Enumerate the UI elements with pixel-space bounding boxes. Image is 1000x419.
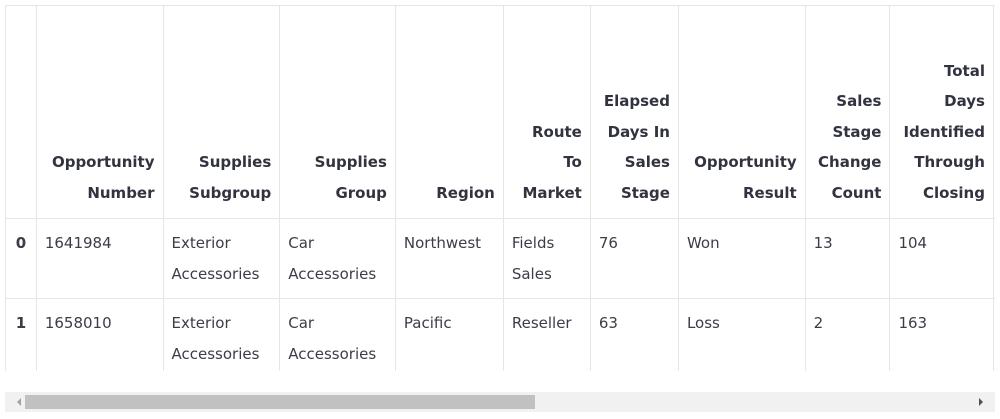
table-cell: 104 — [889, 218, 994, 299]
table-cell: Fields Sales — [502, 218, 591, 299]
table-body: 0 1641984 Exterior Accessories Car Accessor… — [5, 218, 995, 371]
table-cell: Loss — [677, 298, 806, 371]
column-header: Opportunity Result — [677, 5, 806, 219]
table-container: Opportunity Number Supplies Subgroup Suppl… — [5, 5, 995, 371]
column-header: Elapsed Days In Sales Stage — [589, 5, 679, 219]
scroll-left-arrow[interactable] — [17, 398, 21, 406]
header-row: Opportunity Number Supplies Subgroup Suppl… — [5, 5, 995, 219]
column-header: Supplies Group — [279, 5, 396, 219]
table-cell: 163 — [889, 298, 994, 371]
table-cell: Northwest — [394, 218, 504, 299]
scroll-right-arrow[interactable] — [979, 398, 983, 406]
row-index: 1 — [5, 298, 37, 371]
scroll-arrows — [17, 398, 983, 406]
column-header: Total Days Identified Through Qualified — [992, 5, 995, 219]
table-cell: Won — [677, 218, 806, 299]
data-table: Opportunity Number Supplies Subgroup Suppl… — [5, 5, 995, 371]
scroll-thumb[interactable] — [25, 395, 535, 409]
table-cell: Reseller — [502, 298, 591, 371]
table-cell: Car Accessories — [279, 298, 396, 371]
table-row: 0 1641984 Exterior Accessories Car Accessor… — [5, 218, 995, 299]
column-header: Region — [394, 5, 504, 219]
column-header: Opportunity Number — [35, 5, 164, 219]
column-header: Sales Stage Change Count — [804, 5, 891, 219]
table-cell: 163 — [992, 298, 995, 371]
table-cell: Exterior Accessories — [162, 218, 281, 299]
row-index: 0 — [5, 218, 37, 299]
column-header: Total Days Identified Through Closing — [889, 5, 994, 219]
table-cell: 101 — [992, 218, 995, 299]
table-cell: 13 — [804, 218, 891, 299]
horizontal-scrollbar[interactable] — [5, 392, 995, 412]
table-cell: 1658010 — [35, 298, 164, 371]
table-cell: 76 — [589, 218, 679, 299]
table-cell: Exterior Accessories — [162, 298, 281, 371]
table-cell: Pacific — [394, 298, 504, 371]
table-cell: 63 — [589, 298, 679, 371]
table-row: 1 1658010 Exterior Accessories Car Accessor… — [5, 298, 995, 371]
table-cell: Car Accessories — [279, 218, 396, 299]
column-header: Supplies Subgroup — [162, 5, 281, 219]
table-cell: 2 — [804, 298, 891, 371]
index-header — [5, 5, 37, 219]
table-cell: 1641984 — [35, 218, 164, 299]
column-header: Route To Market — [502, 5, 591, 219]
